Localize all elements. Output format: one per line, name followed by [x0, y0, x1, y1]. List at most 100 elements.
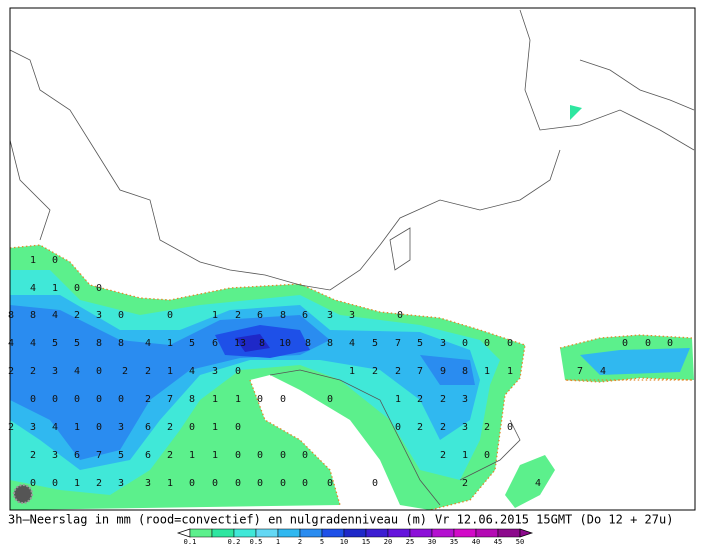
colorbar-label: 25 — [406, 538, 414, 546]
grid-value: 4 — [52, 422, 58, 433]
grid-value: 1 — [30, 255, 36, 266]
grid-value: 0 — [372, 478, 378, 489]
grid-value: 8 — [96, 338, 102, 349]
caption-left: 3h–Neerslag in mm (rood=convectief) en n… — [8, 513, 427, 527]
grid-value: 0 — [235, 450, 241, 461]
grid-value: 0 — [30, 478, 36, 489]
grid-value: 0 — [118, 310, 124, 321]
colorbar-label: 45 — [494, 538, 502, 546]
grid-value: 4 — [30, 338, 36, 349]
colorbar-label: 30 — [428, 538, 436, 546]
colorbar-swatch — [365, 528, 389, 538]
grid-value: 8 — [259, 338, 265, 349]
logo — [13, 484, 33, 504]
grid-value: 7 — [96, 450, 102, 461]
grid-value: 0 — [395, 422, 401, 433]
colorbar-arrow — [519, 528, 534, 538]
grid-value: 1 — [167, 338, 173, 349]
grid-value: 2 — [417, 394, 423, 405]
map-frame — [9, 7, 696, 511]
grid-value: 3 — [118, 422, 124, 433]
grid-value: 5 — [372, 338, 378, 349]
grid-value: 1 — [235, 394, 241, 405]
grid-value: 4 — [52, 310, 58, 321]
colorbar-label: 0.2 — [228, 538, 241, 546]
grid-value: 2 — [8, 422, 14, 433]
grid-value: 10 — [279, 338, 291, 349]
grid-value: 6 — [302, 310, 308, 321]
grid-value: 8 — [462, 366, 468, 377]
grid-value: 2 — [372, 366, 378, 377]
grid-value: 3 — [30, 422, 36, 433]
grid-value: 3 — [96, 310, 102, 321]
colorbar-swatch — [233, 528, 257, 538]
grid-value: 4 — [535, 478, 541, 489]
grid-value: 0 — [302, 478, 308, 489]
grid-value: 0 — [30, 394, 36, 405]
grid-value: 6 — [212, 338, 218, 349]
grid-value: 0 — [257, 478, 263, 489]
colorbar-swatch — [475, 528, 499, 538]
grid-value: 1 — [212, 422, 218, 433]
grid-value: 1 — [212, 450, 218, 461]
grid-value: 0 — [257, 450, 263, 461]
grid-value: 1 — [167, 366, 173, 377]
colorbar-label: 15 — [362, 538, 370, 546]
colorbar: 0.1 0.2 0.5 1 2 5 10 15 20 25 30 35 40 45 50 — [176, 528, 534, 546]
grid-value: 4 — [8, 338, 14, 349]
grid-value: 0 — [212, 478, 218, 489]
grid-value: 1 — [74, 478, 80, 489]
colorbar-label: 10 — [340, 538, 348, 546]
grid-value: 0 — [96, 366, 102, 377]
coastlines — [9, 9, 695, 506]
grid-value: 0 — [462, 338, 468, 349]
grid-value: 0 — [280, 478, 286, 489]
grid-value: 5 — [118, 450, 124, 461]
colorbar-swatch — [431, 528, 455, 538]
colorbar-label: 50 — [516, 538, 524, 546]
grid-value: 6 — [257, 310, 263, 321]
grid-value: 2 — [30, 450, 36, 461]
grid-value: 1 — [189, 450, 195, 461]
grid-value: 1 — [395, 394, 401, 405]
grid-value: 1 — [484, 366, 490, 377]
colorbar-swatch — [497, 528, 521, 538]
grid-value: 1 — [212, 310, 218, 321]
grid-value: 0 — [484, 450, 490, 461]
grid-value: 0 — [257, 394, 263, 405]
colorbar-swatch — [453, 528, 477, 538]
grid-value: 3 — [145, 478, 151, 489]
grid-value: 0 — [96, 394, 102, 405]
grid-value: 8 — [30, 310, 36, 321]
grid-value: 5 — [189, 338, 195, 349]
colorbar-label: 0.5 — [250, 538, 263, 546]
colorbar-swatch — [321, 528, 345, 538]
colorbar-label: 2 — [298, 538, 302, 546]
grid-value: 0 — [667, 338, 673, 349]
grid-value: 2 — [145, 366, 151, 377]
grid-value: 2 — [167, 450, 173, 461]
grid-value: 4 — [189, 366, 195, 377]
grid-value: 0 — [189, 422, 195, 433]
grid-value: 0 — [327, 394, 333, 405]
colorbar-label: 1 — [276, 538, 280, 546]
grid-value: 1 — [52, 283, 58, 294]
grid-value: 0 — [507, 422, 513, 433]
grid-value: 0 — [484, 338, 490, 349]
grid-value: 6 — [145, 422, 151, 433]
caption-right: Vr 12.06.2015 15GMT (Do 12 + 27u) — [435, 513, 673, 527]
colorbar-swatch — [387, 528, 411, 538]
grid-value: 8 — [305, 338, 311, 349]
grid-value: 2 — [484, 422, 490, 433]
grid-value: 0 — [280, 450, 286, 461]
grid-value: 2 — [30, 366, 36, 377]
colorbar-label: 20 — [384, 538, 392, 546]
grid-value: 2 — [462, 478, 468, 489]
grid-value: 2 — [440, 450, 446, 461]
grid-value: 0 — [397, 310, 403, 321]
grid-value: 3 — [349, 310, 355, 321]
grid-value: 0 — [52, 478, 58, 489]
grid-value: 2 — [96, 478, 102, 489]
grid-value: 4 — [74, 366, 80, 377]
grid-value: 1 — [462, 450, 468, 461]
